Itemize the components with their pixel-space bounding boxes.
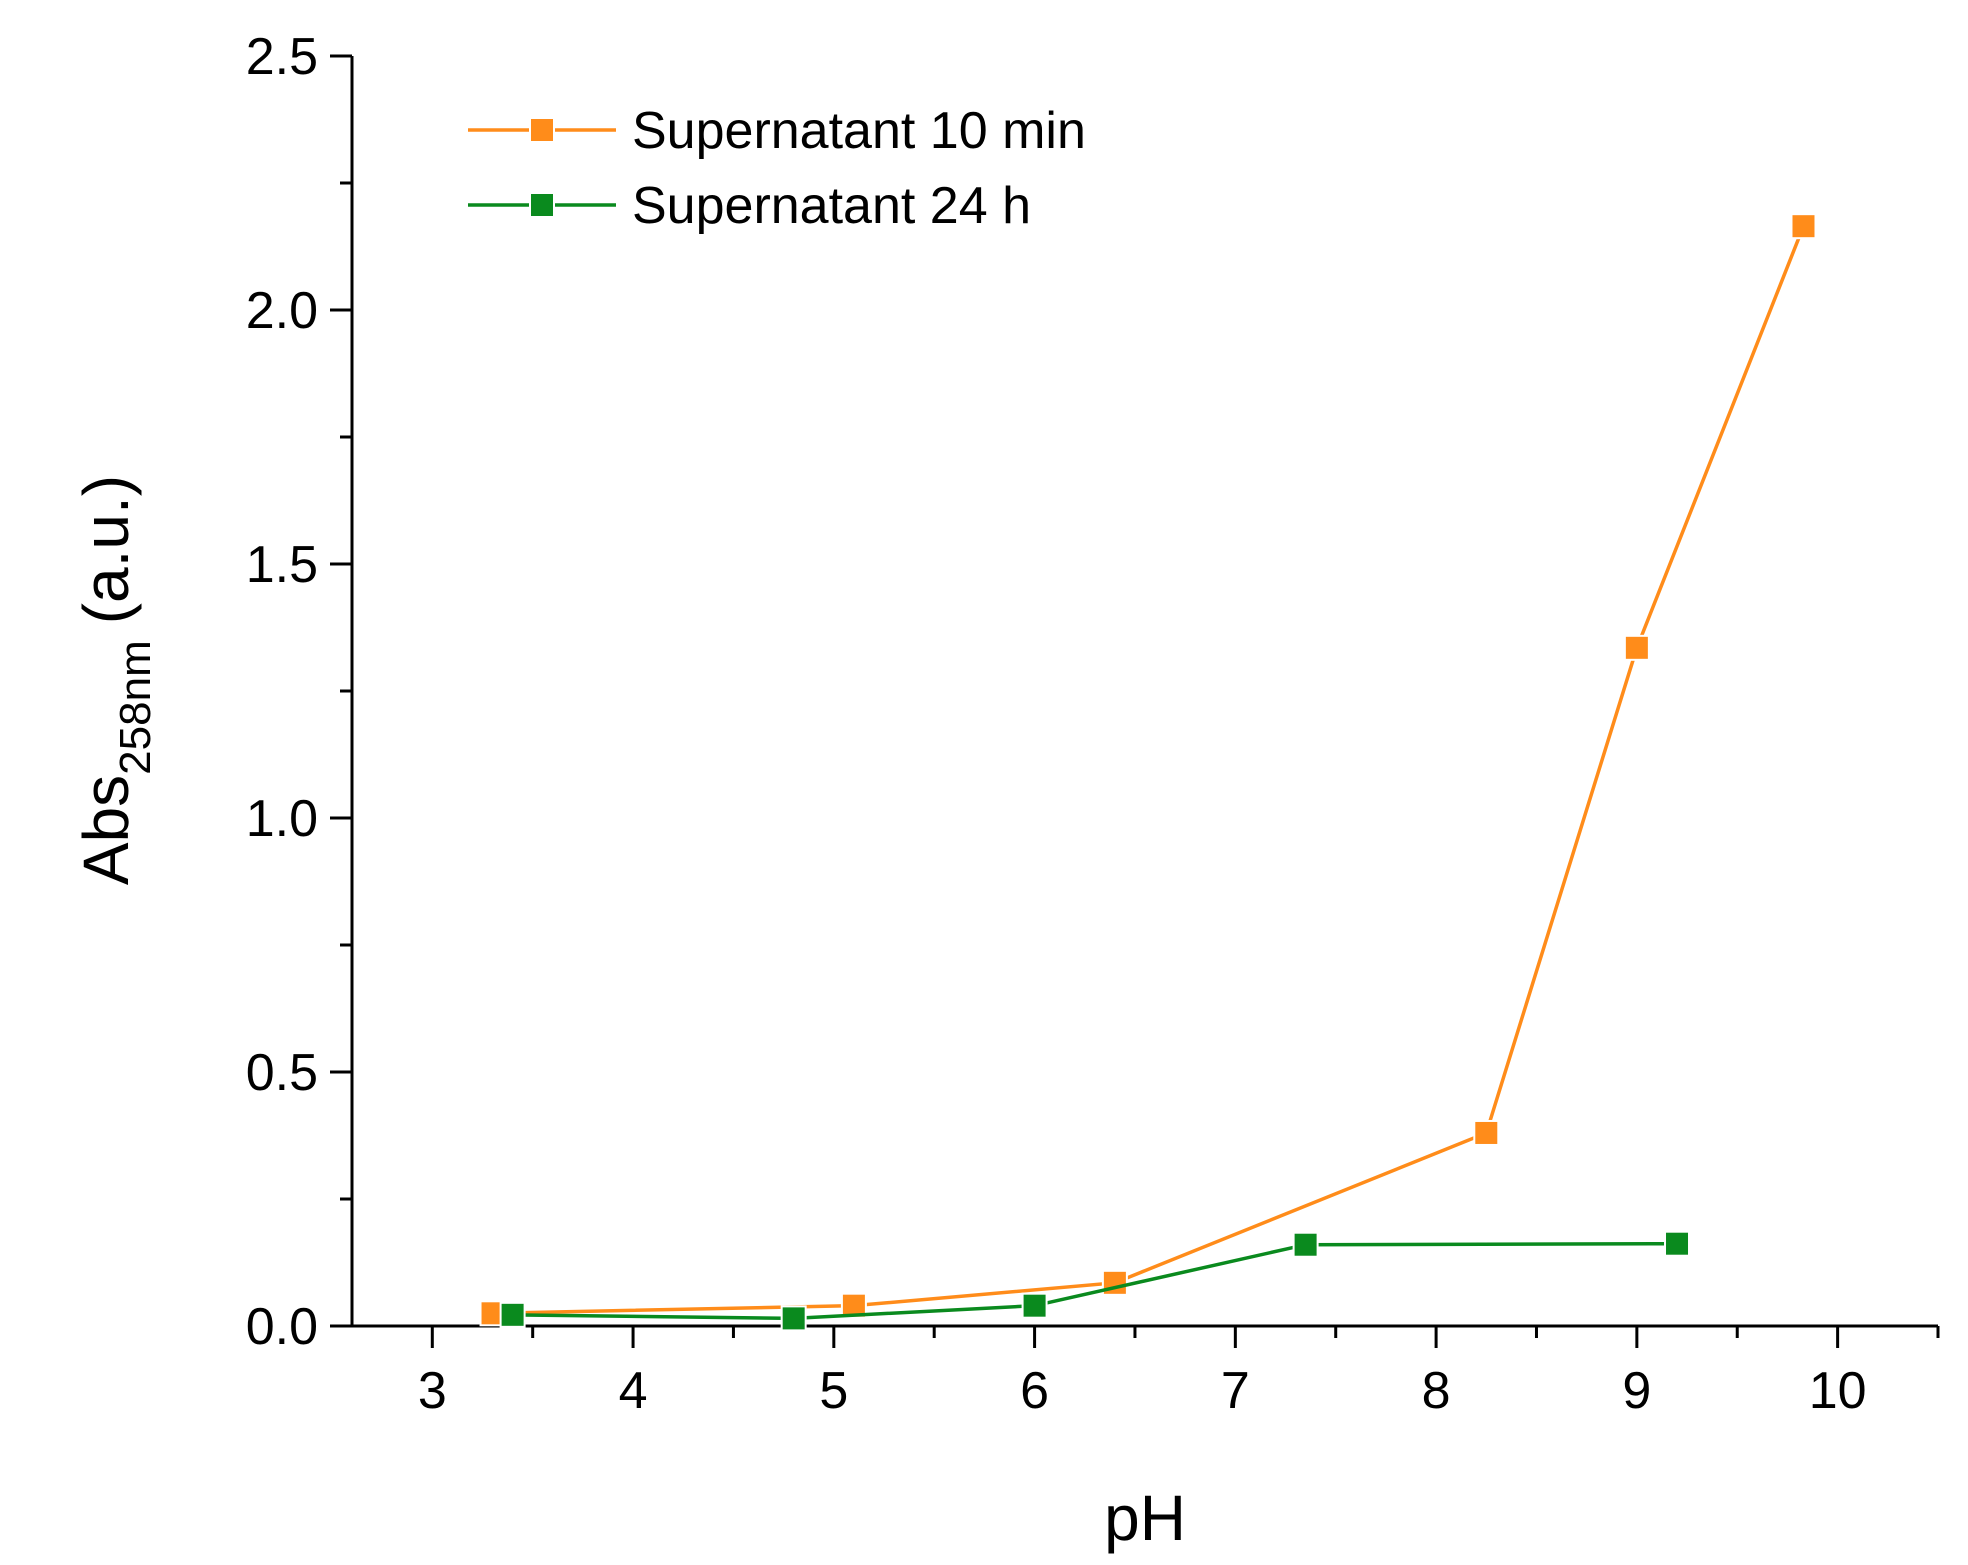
- axes-layer: [350, 56, 1938, 1328]
- legend: Supernatant 10 min Supernatant 24 h: [468, 102, 1086, 235]
- y-tick-label: 2.5: [246, 28, 318, 86]
- x-tick-label: 3: [418, 1362, 447, 1420]
- legend-label-1: Supernatant 24 h: [632, 177, 1031, 235]
- x-tick-label: 7: [1221, 1362, 1250, 1420]
- x-tick-label: 8: [1422, 1362, 1451, 1420]
- series-1-point: [1021, 1292, 1048, 1319]
- series-1-point: [1664, 1230, 1691, 1257]
- x-tick-label: 9: [1622, 1362, 1651, 1420]
- x-tick-label: 5: [819, 1362, 848, 1420]
- ticks-layer: 3 4 5 6 7 8 9 10 0.0 0.5 1.0 1.5 2.0 2.5: [246, 28, 1940, 1420]
- y-tick-label: 1.0: [246, 790, 318, 848]
- y-axis-title: Abs258nm (a.u.): [70, 475, 160, 885]
- series-layer: [479, 213, 1817, 1332]
- series-0-point: [1623, 634, 1650, 661]
- legend-marker-1: [529, 192, 555, 218]
- series-1-point: [1292, 1231, 1319, 1258]
- x-axis-title: pH: [1104, 1482, 1186, 1554]
- legend-marker-0: [529, 117, 555, 143]
- y-tick-label: 0.5: [246, 1044, 318, 1102]
- series-0-point: [1790, 213, 1817, 240]
- y-tick-label: 0.0: [246, 1298, 318, 1356]
- y-axis-title-subscript: 258nm: [111, 640, 160, 775]
- series-0-point: [1101, 1269, 1128, 1296]
- series-0-point: [1473, 1119, 1500, 1146]
- y-tick-label: 2.0: [246, 282, 318, 340]
- series-1-point: [780, 1305, 807, 1332]
- y-axis-title-suffix: (a.u.): [70, 475, 142, 624]
- y-axis-title-main: Abs: [70, 775, 142, 885]
- series-1-point: [499, 1301, 526, 1328]
- series-line-1: [512, 1241, 1678, 1321]
- x-tick-label: 6: [1020, 1362, 1049, 1420]
- legend-label-0: Supernatant 10 min: [632, 102, 1086, 160]
- series-line-0: [492, 225, 1806, 1316]
- x-tick-label: 4: [619, 1362, 648, 1420]
- x-tick-label: 10: [1809, 1362, 1867, 1420]
- y-tick-label: 1.5: [246, 536, 318, 594]
